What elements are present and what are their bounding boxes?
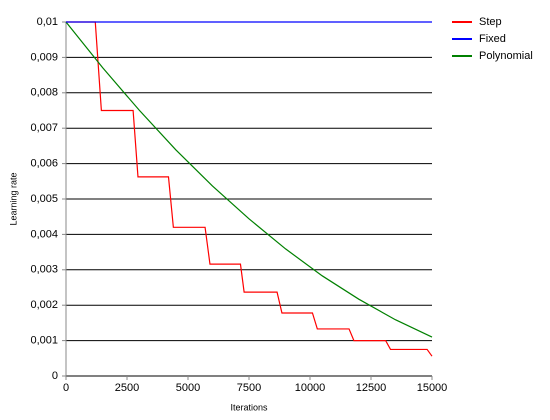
y-tick-label: 0,001: [30, 335, 58, 347]
y-tick-label: 0,005: [30, 193, 58, 205]
y-tick-label: 0,002: [30, 299, 58, 311]
y-tick-label: 0,003: [30, 264, 58, 276]
y-tick-label: 0: [52, 370, 58, 382]
series-line: [65, 21, 433, 338]
y-tick-label: 0,006: [30, 158, 58, 170]
x-tick-label: 12500: [356, 382, 387, 394]
legend-label: Step: [479, 16, 502, 28]
legend-label: Polynomial: [479, 50, 533, 62]
legend-label: Fixed: [479, 33, 506, 45]
y-tick-label: 0,007: [30, 122, 58, 134]
x-tick-label: 2500: [115, 382, 139, 394]
y-tick-label: 0,01: [37, 16, 58, 28]
x-axis-label: Iterations: [230, 402, 268, 412]
series-line: [66, 21, 433, 357]
x-tick-label: 7500: [237, 382, 261, 394]
y-axis-label: Learning rate: [8, 172, 18, 225]
y-tick-label: 0,008: [30, 87, 58, 99]
x-tick-label: 0: [63, 382, 69, 394]
x-tick-label: 10000: [295, 382, 326, 394]
y-tick-label: 0,004: [30, 228, 58, 240]
x-tick-label: 15000: [417, 382, 448, 394]
y-tick-label: 0,009: [30, 51, 58, 63]
x-tick-label: 5000: [176, 382, 200, 394]
